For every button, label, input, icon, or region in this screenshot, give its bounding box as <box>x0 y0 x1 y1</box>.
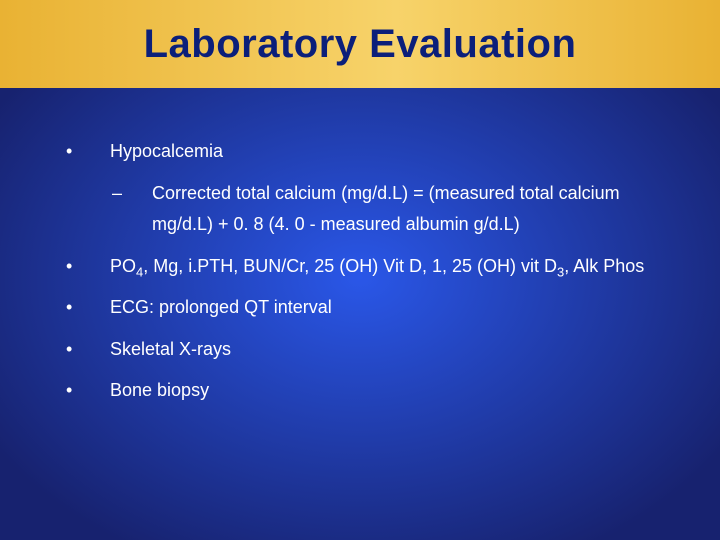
bullet-marker: • <box>60 136 110 168</box>
sub-bullet-text: Corrected total calcium (mg/d.L) = (meas… <box>152 178 680 241</box>
content-block: • Hypocalcemia – Corrected total calcium… <box>60 136 680 417</box>
bullet-marker: • <box>60 334 110 366</box>
header-band: Laboratory Evaluation <box>0 0 720 88</box>
bullet-item: • ECG: prolonged QT interval <box>60 292 680 324</box>
bullet-item: • Bone biopsy <box>60 375 680 407</box>
bullet-item: • PO4, Mg, i.PTH, BUN/Cr, 25 (OH) Vit D,… <box>60 251 680 283</box>
bullet-text: Hypocalcemia <box>110 136 680 168</box>
sub-bullet-item: – Corrected total calcium (mg/d.L) = (me… <box>110 178 680 241</box>
bullet-marker: • <box>60 292 110 324</box>
bullet-text: Skeletal X-rays <box>110 334 680 366</box>
bullet-marker: • <box>60 251 110 283</box>
bullet-item: • Hypocalcemia <box>60 136 680 168</box>
sub-bullet-marker: – <box>110 178 152 241</box>
bullet-item: • Skeletal X-rays <box>60 334 680 366</box>
body-area: • Hypocalcemia – Corrected total calcium… <box>0 88 720 540</box>
slide: Laboratory Evaluation • Hypocalcemia – C… <box>0 0 720 540</box>
bullet-text: ECG: prolonged QT interval <box>110 292 680 324</box>
bullet-text: PO4, Mg, i.PTH, BUN/Cr, 25 (OH) Vit D, 1… <box>110 251 680 283</box>
slide-title: Laboratory Evaluation <box>144 22 577 67</box>
bullet-marker: • <box>60 375 110 407</box>
bullet-text: Bone biopsy <box>110 375 680 407</box>
